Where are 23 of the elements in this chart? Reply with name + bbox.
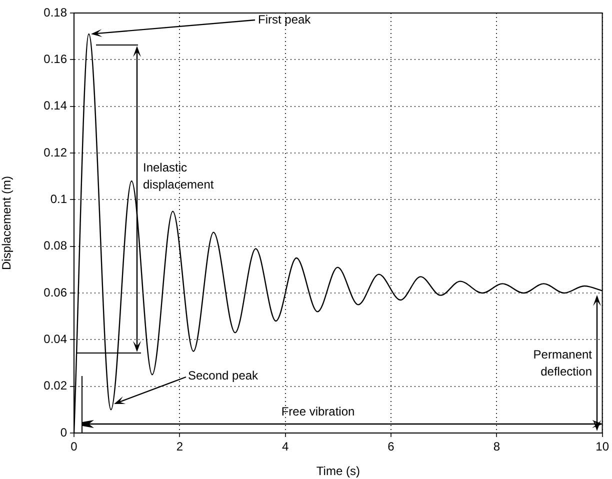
x-tick-label: 4 [282,440,289,454]
annotation: Second peak [188,368,260,382]
y-axis-title: Displacement (m) [0,176,14,270]
annotation: Free vibration [281,404,355,418]
annotation: Permanent deflection [533,347,593,378]
y-tick-label: 0.18 [44,5,68,20]
y-tick-label: 0.12 [44,145,68,160]
annotation: First peak [258,12,312,26]
y-tick-label: 0.08 [44,238,68,253]
x-tick-label: 10 [596,440,610,454]
y-tick-label: 0 [60,425,68,440]
y-tick-label: 0.1 [50,192,68,206]
x-tick-label: 6 [388,440,395,454]
y-tick-label: 0.04 [44,332,68,346]
x-tick-label: 2 [176,440,184,454]
y-tick-label: 0.16 [44,52,68,66]
x-tick-label: 8 [493,440,500,454]
x-axis-title: Time (s) [316,464,360,478]
x-tick-label: 0 [70,440,78,454]
y-tick-label: 0.06 [44,285,68,300]
y-tick-label: 0.02 [44,378,68,393]
annotation: Inelastic displacement [143,160,214,192]
y-tick-label: 0.14 [44,98,68,113]
